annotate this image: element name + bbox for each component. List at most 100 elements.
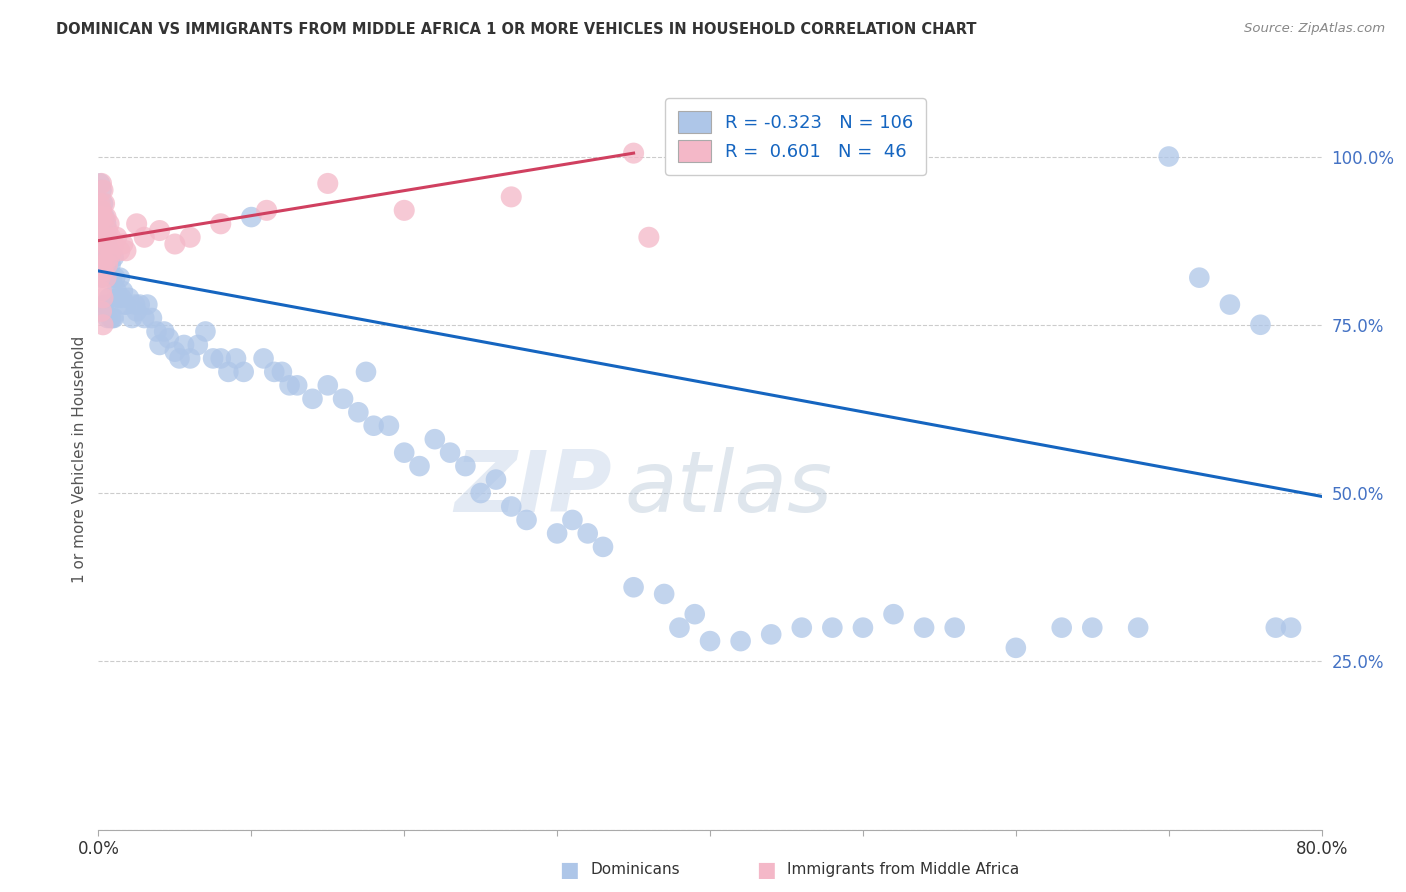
Point — [163, 237, 186, 252]
Point — [93, 257, 115, 271]
Point — [623, 580, 645, 594]
Point — [232, 365, 254, 379]
Point — [91, 183, 114, 197]
Point — [101, 270, 124, 285]
Point — [97, 230, 120, 244]
Legend: R = -0.323   N = 106, R =  0.601   N =  46: R = -0.323 N = 106, R = 0.601 N = 46 — [665, 98, 927, 175]
Point — [256, 203, 278, 218]
Point — [852, 621, 875, 635]
Point — [240, 210, 263, 224]
Point — [470, 486, 492, 500]
Point — [209, 351, 232, 366]
Point — [149, 338, 172, 352]
Point — [1128, 621, 1150, 635]
Point — [278, 378, 301, 392]
Point — [301, 392, 323, 406]
Point — [91, 270, 114, 285]
Point — [103, 237, 125, 252]
Point — [209, 217, 232, 231]
Point — [668, 621, 690, 635]
Point — [252, 351, 274, 366]
Point — [94, 251, 117, 265]
Point — [97, 311, 120, 326]
Point — [1004, 640, 1026, 655]
Point — [103, 251, 125, 265]
Point — [112, 297, 135, 311]
Point — [169, 351, 191, 366]
Point — [105, 284, 128, 298]
Point — [98, 217, 121, 231]
Point — [115, 297, 138, 311]
Point — [91, 237, 114, 252]
Point — [94, 270, 117, 285]
Point — [108, 270, 131, 285]
Point — [90, 203, 112, 218]
Text: Source: ZipAtlas.com: Source: ZipAtlas.com — [1244, 22, 1385, 36]
Point — [124, 297, 146, 311]
Point — [187, 338, 209, 352]
Point — [94, 217, 117, 231]
Point — [217, 365, 239, 379]
Point — [163, 344, 186, 359]
Point — [1050, 621, 1073, 635]
Point — [683, 607, 706, 622]
Point — [89, 270, 111, 285]
Point — [94, 237, 117, 252]
Point — [94, 297, 117, 311]
Point — [125, 304, 148, 318]
Point — [91, 210, 114, 224]
Point — [104, 270, 127, 285]
Point — [821, 621, 844, 635]
Point — [225, 351, 247, 366]
Point — [89, 230, 111, 244]
Point — [101, 311, 124, 326]
Point — [105, 230, 128, 244]
Point — [94, 210, 117, 224]
Point — [285, 378, 308, 392]
Point — [91, 196, 114, 211]
Point — [90, 284, 112, 298]
Point — [623, 146, 645, 161]
Text: DOMINICAN VS IMMIGRANTS FROM MIDDLE AFRICA 1 OR MORE VEHICLES IN HOUSEHOLD CORRE: DOMINICAN VS IMMIGRANTS FROM MIDDLE AFRI… — [56, 22, 977, 37]
Point — [270, 365, 292, 379]
Point — [1188, 270, 1211, 285]
Point — [91, 318, 114, 332]
Point — [194, 325, 217, 339]
Point — [118, 291, 141, 305]
Point — [202, 351, 225, 366]
Point — [89, 210, 111, 224]
Point — [392, 203, 416, 218]
Point — [263, 365, 285, 379]
Point — [153, 325, 176, 339]
Point — [89, 177, 111, 191]
Text: ■: ■ — [560, 860, 579, 880]
Point — [485, 473, 508, 487]
Point — [561, 513, 583, 527]
Point — [91, 264, 114, 278]
Point — [173, 338, 195, 352]
Point — [1157, 149, 1180, 163]
Point — [699, 634, 721, 648]
Point — [501, 500, 523, 514]
Point — [97, 223, 120, 237]
Point — [100, 311, 122, 326]
Point — [179, 351, 201, 366]
Point — [97, 264, 120, 278]
Point — [637, 230, 661, 244]
Text: ■: ■ — [756, 860, 776, 880]
Point — [1264, 621, 1286, 635]
Point — [90, 251, 112, 265]
Point — [316, 177, 339, 191]
Point — [90, 230, 112, 244]
Point — [883, 607, 905, 622]
Point — [100, 257, 122, 271]
Point — [90, 257, 112, 271]
Point — [98, 251, 121, 265]
Point — [97, 257, 120, 271]
Point — [145, 325, 167, 339]
Point — [1249, 318, 1271, 332]
Y-axis label: 1 or more Vehicles in Household: 1 or more Vehicles in Household — [72, 335, 87, 583]
Point — [730, 634, 752, 648]
Point — [141, 311, 163, 326]
Point — [759, 627, 782, 641]
